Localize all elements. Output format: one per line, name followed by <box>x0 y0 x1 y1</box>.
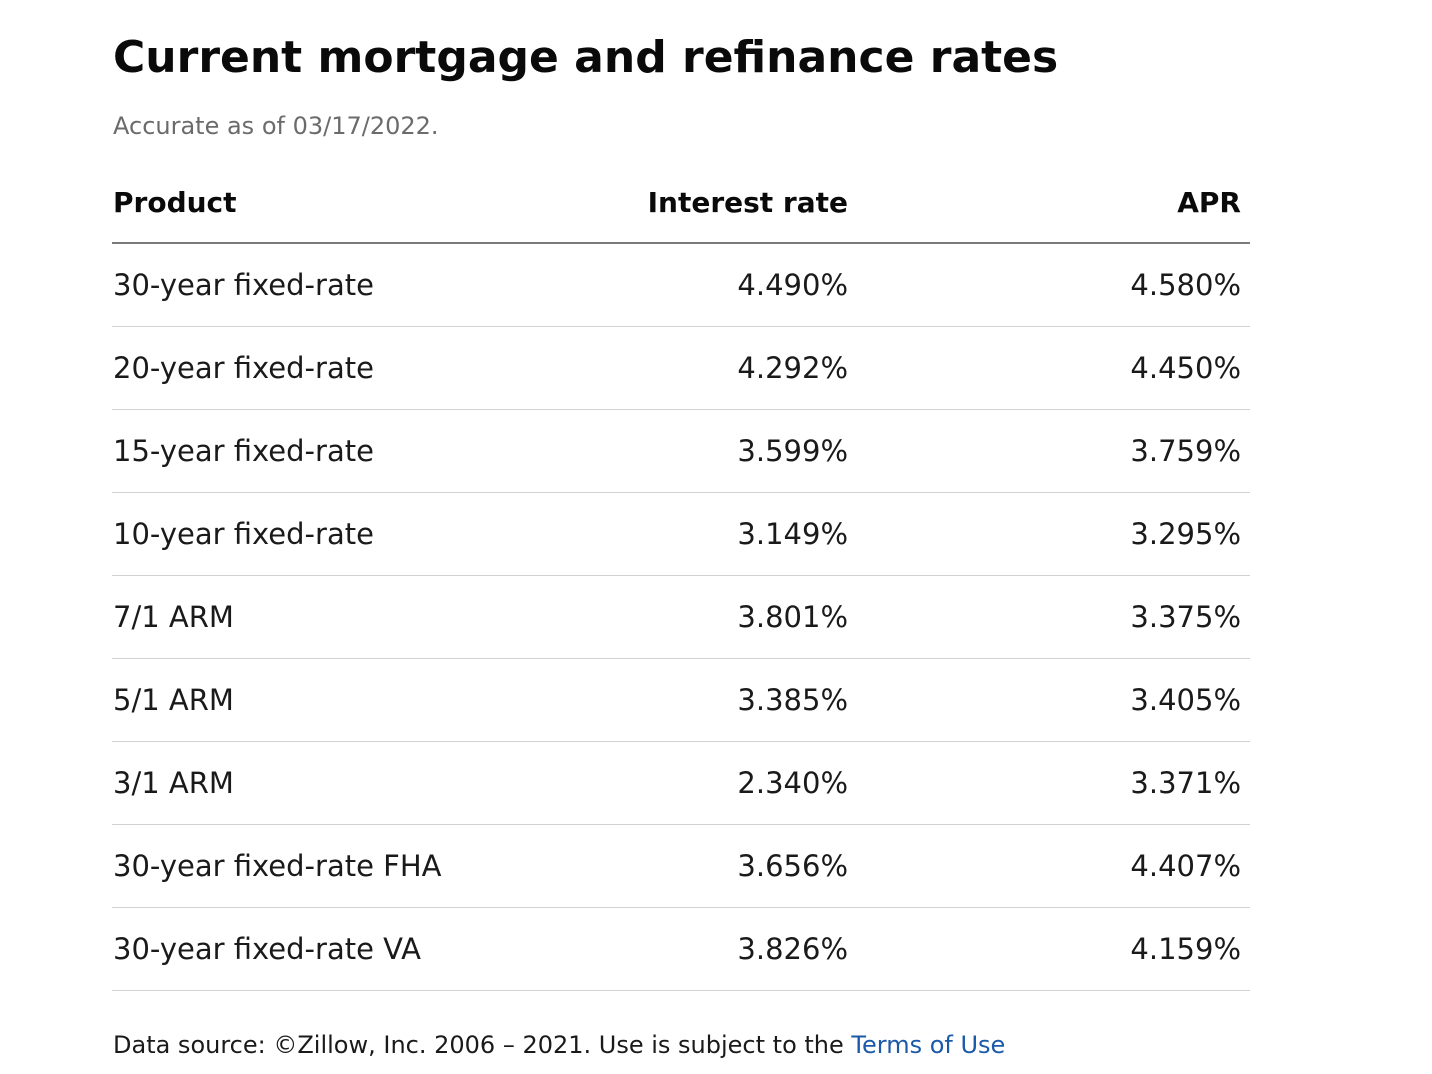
table-row: 5/1 ARM 3.385% 3.405% <box>112 658 1250 742</box>
interest-rate-cell: 3.826% <box>573 907 848 991</box>
apr-cell: 4.580% <box>848 243 1250 327</box>
rates-table-body: 30-year fixed-rate 4.490% 4.580% 20-year… <box>112 243 1250 991</box>
interest-rate-cell: 2.340% <box>573 741 848 825</box>
header-row: Product Interest rate APR <box>112 162 1250 244</box>
rates-table: Product Interest rate APR 30-year fixed-… <box>112 162 1250 991</box>
interest-rate-cell: 3.149% <box>573 492 848 576</box>
table-row: 20-year fixed-rate 4.292% 4.450% <box>112 326 1250 410</box>
interest-rate-cell: 3.599% <box>573 409 848 493</box>
data-source-text: Data source: ©Zillow, Inc. 2006 – 2021. … <box>113 1031 852 1059</box>
interest-rate-cell: 3.656% <box>573 824 848 908</box>
terms-of-use-link[interactable]: Terms of Use <box>851 1031 1006 1059</box>
apr-cell: 3.405% <box>848 658 1250 742</box>
column-header-apr: APR <box>848 162 1250 244</box>
table-row: 15-year fixed-rate 3.599% 3.759% <box>112 409 1250 493</box>
table-row: 7/1 ARM 3.801% 3.375% <box>112 575 1250 659</box>
table-row: 3/1 ARM 2.340% 3.371% <box>112 741 1250 825</box>
table-row: 10-year fixed-rate 3.149% 3.295% <box>112 492 1250 576</box>
apr-cell: 4.407% <box>848 824 1250 908</box>
apr-cell: 3.759% <box>848 409 1250 493</box>
apr-cell: 4.450% <box>848 326 1250 410</box>
product-cell: 10-year fixed-rate <box>112 492 573 576</box>
column-header-product: Product <box>112 162 573 244</box>
rates-table-header: Product Interest rate APR <box>112 162 1250 244</box>
accuracy-date: Accurate as of 03/17/2022. <box>113 112 439 140</box>
product-cell: 30-year fixed-rate <box>112 243 573 327</box>
table-row: 30-year fixed-rate FHA 3.656% 4.407% <box>112 824 1250 908</box>
apr-cell: 3.375% <box>848 575 1250 659</box>
data-source-note: Data source: ©Zillow, Inc. 2006 – 2021. … <box>113 1028 1005 1062</box>
apr-cell: 3.371% <box>848 741 1250 825</box>
table-row: 30-year fixed-rate 4.490% 4.580% <box>112 243 1250 327</box>
interest-rate-cell: 3.385% <box>573 658 848 742</box>
page-title: Current mortgage and refinance rates <box>113 32 1059 83</box>
column-header-interest-rate: Interest rate <box>573 162 848 244</box>
product-cell: 5/1 ARM <box>112 658 573 742</box>
product-cell: 7/1 ARM <box>112 575 573 659</box>
product-cell: 30-year fixed-rate VA <box>112 907 573 991</box>
apr-cell: 4.159% <box>848 907 1250 991</box>
interest-rate-cell: 3.801% <box>573 575 848 659</box>
product-cell: 20-year fixed-rate <box>112 326 573 410</box>
interest-rate-cell: 4.490% <box>573 243 848 327</box>
product-cell: 3/1 ARM <box>112 741 573 825</box>
table-row: 30-year fixed-rate VA 3.826% 4.159% <box>112 907 1250 991</box>
apr-cell: 3.295% <box>848 492 1250 576</box>
product-cell: 30-year fixed-rate FHA <box>112 824 573 908</box>
product-cell: 15-year fixed-rate <box>112 409 573 493</box>
interest-rate-cell: 4.292% <box>573 326 848 410</box>
